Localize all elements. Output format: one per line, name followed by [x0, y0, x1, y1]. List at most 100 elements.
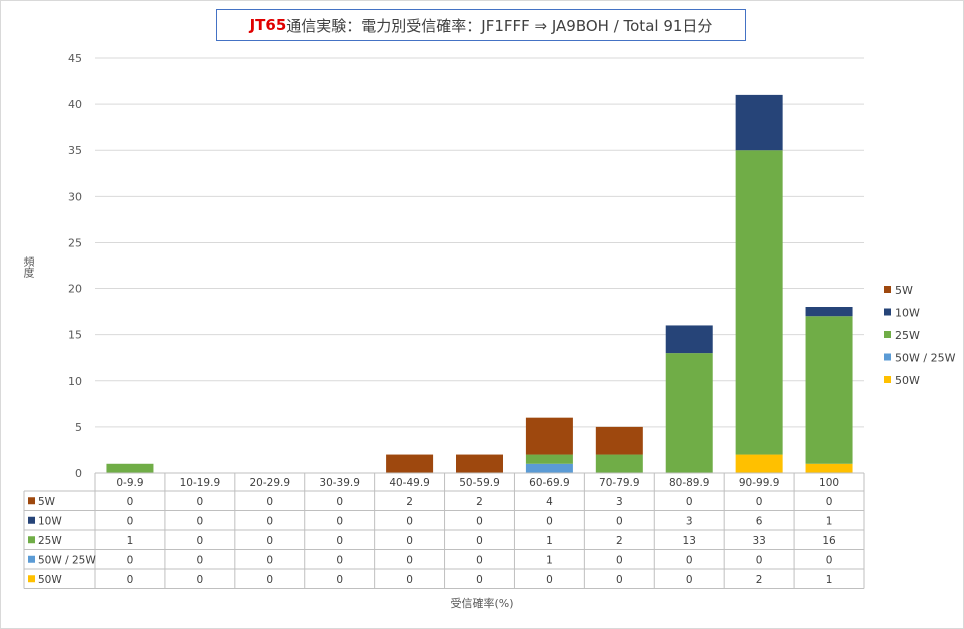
table-series-name: 10W: [38, 515, 62, 527]
table-cell-value: 0: [266, 535, 273, 547]
table-series-name: 50W: [38, 574, 62, 586]
bar-segment: [525, 463, 573, 473]
table-cell-value: 0: [336, 554, 343, 566]
table-cell-value: 0: [197, 496, 204, 508]
table-legend-key: [28, 555, 35, 563]
table-cell-value: 0: [686, 496, 693, 508]
y-tick-label: 10: [68, 375, 82, 388]
chart-title: JT65 通信実験：電力別受信確率：JF1FFF ⇒ JA9BOH / Total…: [216, 9, 746, 41]
table-cell-value: 1: [826, 515, 833, 527]
legend-key: [884, 376, 891, 383]
x-tick-label: 100: [819, 477, 839, 489]
bar-segment: [805, 463, 853, 473]
x-axis-label: 受信確率(%): [450, 597, 514, 610]
legend-key: [884, 308, 891, 316]
bar-segment: [665, 325, 713, 354]
bar-segment: [106, 463, 154, 473]
table-cell-value: 0: [686, 554, 693, 566]
table-legend-key: [28, 536, 35, 544]
table-cell-value: 1: [546, 554, 553, 566]
table-cell-value: 0: [476, 574, 483, 586]
table-cell-value: 0: [686, 574, 693, 586]
table-cell-value: 1: [127, 535, 134, 547]
table-cell-value: 0: [127, 515, 134, 527]
table-series-name: 50W / 25W: [38, 554, 96, 566]
bar-segment: [525, 417, 573, 455]
table-cell-value: 0: [197, 515, 204, 527]
x-tick-label: 30-39.9: [319, 477, 360, 489]
table-cell-value: 0: [266, 496, 273, 508]
table-cell-value: 0: [406, 515, 413, 527]
table-series-name: 25W: [38, 535, 62, 547]
table-cell-value: 0: [127, 554, 134, 566]
y-tick-label: 15: [68, 329, 82, 342]
bar-segment: [595, 454, 643, 473]
bar-segment: [386, 454, 434, 473]
table-cell-value: 0: [616, 574, 623, 586]
table-cell-value: 0: [127, 496, 134, 508]
table-legend-key: [28, 516, 35, 524]
x-tick-label: 40-49.9: [389, 477, 430, 489]
y-tick-label: 5: [75, 421, 82, 434]
table-cell-value: 33: [752, 535, 765, 547]
bar-segment: [735, 454, 783, 473]
table-cell-value: 1: [826, 574, 833, 586]
x-tick-label: 0-9.9: [116, 477, 143, 489]
table-cell-value: 0: [266, 515, 273, 527]
table-cell-value: 3: [616, 496, 623, 508]
table-cell-value: 2: [476, 496, 483, 508]
bar-segment: [525, 454, 573, 464]
table-cell-value: 0: [546, 515, 553, 527]
table-legend-key: [28, 575, 35, 583]
legend-label: 25W: [895, 329, 920, 342]
table-cell-value: 0: [616, 515, 623, 527]
table-cell-value: 0: [756, 496, 763, 508]
table-cell-value: 0: [197, 574, 204, 586]
table-cell-value: 0: [266, 554, 273, 566]
x-tick-label: 70-79.9: [599, 477, 640, 489]
table-cell-value: 0: [197, 554, 204, 566]
table-cell-value: 0: [826, 496, 833, 508]
table-cell-value: 0: [336, 535, 343, 547]
table-cell-value: 0: [476, 554, 483, 566]
x-tick-label: 10-19.9: [180, 477, 221, 489]
table-cell-value: 16: [822, 535, 836, 547]
chart-title-text: 通信実験：電力別受信確率：JF1FFF ⇒ JA9BOH / Total 91日…: [286, 16, 713, 35]
table-cell-value: 0: [546, 574, 553, 586]
table-cell-value: 0: [127, 574, 134, 586]
y-tick-label: 25: [68, 236, 82, 249]
bar-segment: [735, 150, 783, 455]
legend-label: 50W: [895, 374, 920, 387]
table-cell-value: 0: [406, 554, 413, 566]
legend-key: [884, 286, 891, 293]
legend-key: [884, 353, 891, 361]
legend-label: 10W: [895, 307, 920, 320]
table-cell-value: 0: [616, 554, 623, 566]
y-tick-label: 0: [75, 467, 82, 480]
y-tick-label: 40: [68, 98, 82, 111]
chart-title-accent: JT65: [249, 16, 287, 34]
legend-key: [884, 331, 891, 338]
table-cell-value: 0: [197, 535, 204, 547]
bar-segment: [735, 94, 783, 151]
table-cell-value: 3: [686, 515, 693, 527]
table-cell-value: 0: [336, 515, 343, 527]
table-cell-value: 4: [546, 496, 553, 508]
table-cell-value: 0: [406, 574, 413, 586]
x-tick-label: 60-69.9: [529, 477, 570, 489]
table-cell-value: 0: [336, 496, 343, 508]
table-cell-value: 2: [756, 574, 763, 586]
table-legend-key: [28, 497, 35, 505]
y-axis-label: 頻度: [22, 256, 35, 278]
table-series-name: 5W: [38, 496, 56, 508]
x-tick-label: 80-89.9: [669, 477, 710, 489]
bar-segment: [805, 316, 853, 464]
x-tick-label: 50-59.9: [459, 477, 500, 489]
table-cell-value: 0: [826, 554, 833, 566]
x-tick-label: 20-29.9: [250, 477, 291, 489]
table-cell-value: 1: [546, 535, 553, 547]
table-cell-value: 0: [476, 515, 483, 527]
table-cell-value: 0: [336, 574, 343, 586]
table-cell-value: 13: [683, 535, 696, 547]
